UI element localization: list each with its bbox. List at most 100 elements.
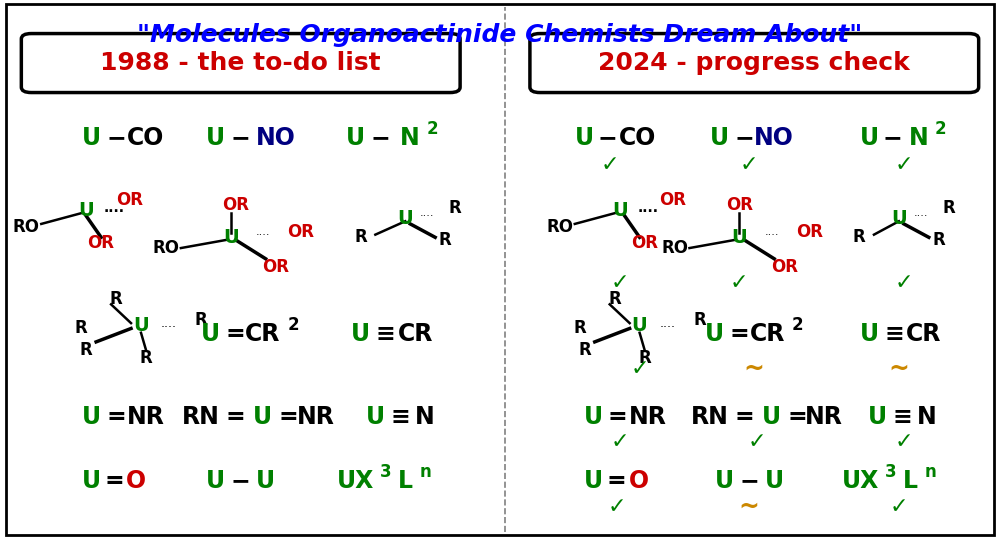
Text: U: U [891,209,907,228]
Text: U: U [351,322,370,346]
Text: N: N [400,126,420,150]
Text: =: = [607,469,627,493]
Text: =: = [734,405,754,429]
Text: U: U [82,405,101,429]
Text: OR: OR [726,196,753,214]
Text: U: U [346,126,365,150]
Text: −: − [106,126,126,150]
Text: O: O [629,469,649,493]
Text: RO: RO [546,218,573,236]
Text: R: R [638,349,651,367]
Text: OR: OR [796,223,823,241]
Text: =: = [106,405,126,429]
Text: NR: NR [297,405,334,429]
Text: UX: UX [842,469,880,493]
Text: "Molecules Organoactinide Chemists Dream About": "Molecules Organoactinide Chemists Dream… [137,23,863,47]
Text: 2: 2 [791,316,803,334]
Text: U: U [133,316,149,335]
Text: UX: UX [337,469,374,493]
Text: =: = [729,322,749,346]
Text: ✓: ✓ [600,155,619,175]
Text: ....: .... [161,316,177,330]
Text: RO: RO [13,218,40,236]
Text: OR: OR [660,191,687,209]
Text: ~: ~ [888,357,909,381]
Text: R: R [75,320,88,337]
Text: R: R [942,199,955,217]
Text: U: U [765,469,784,493]
Text: R: R [932,231,945,249]
Text: U: U [82,126,101,150]
Text: −: − [739,469,759,493]
Text: OR: OR [287,223,314,241]
Text: ≡: ≡ [375,322,395,346]
Text: OR: OR [222,196,249,214]
Text: ✓: ✓ [610,273,629,293]
Text: CR: CR [398,322,433,346]
Text: R: R [194,312,207,329]
Text: OR: OR [631,234,658,252]
Text: ....: .... [764,227,779,237]
Text: −: − [231,469,251,493]
Text: U: U [731,228,747,247]
Text: ✓: ✓ [895,155,913,175]
Text: ✓: ✓ [895,273,913,293]
Text: R: R [354,229,367,246]
Text: OR: OR [88,234,115,252]
Text: −: − [370,126,390,150]
Text: U: U [715,469,734,493]
Text: −: − [734,126,754,150]
Text: n: n [925,464,937,481]
Text: ≡: ≡ [892,405,912,429]
Text: ....: .... [914,208,928,218]
Text: =: = [104,469,124,493]
Text: R: R [853,229,865,246]
Text: ✓: ✓ [610,432,629,452]
Text: ✓: ✓ [895,432,913,452]
Text: U: U [206,126,225,150]
Text: ≡: ≡ [884,322,904,346]
Text: 2: 2 [935,120,947,138]
Text: R: R [693,312,706,329]
FancyBboxPatch shape [21,33,460,93]
Text: U: U [632,316,647,335]
Text: OR: OR [771,258,798,276]
Text: ....: .... [104,201,125,215]
Text: U: U [575,126,594,150]
Text: R: R [439,231,452,249]
Text: ~: ~ [744,357,765,381]
Text: U: U [82,469,101,493]
Text: ✓: ✓ [740,155,759,175]
Text: ....: .... [660,316,676,330]
Text: =: = [279,405,298,429]
Text: R: R [578,341,591,359]
Text: 2: 2 [288,316,299,334]
Text: R: R [110,290,122,308]
Text: U: U [256,469,275,493]
Text: −: − [882,126,902,150]
Text: =: = [787,405,807,429]
Text: R: R [449,199,462,217]
Text: N: N [415,405,435,429]
Text: U: U [859,126,879,150]
Text: R: R [573,320,586,337]
Text: L: L [903,469,918,493]
Text: U: U [397,209,413,228]
Text: ....: .... [420,208,435,218]
Text: L: L [398,469,413,493]
Text: ....: .... [638,201,659,215]
Text: RN: RN [182,405,220,429]
Text: U: U [867,405,887,429]
Text: OR: OR [262,258,289,276]
Text: U: U [584,405,603,429]
Text: CR: CR [245,322,280,346]
Text: N: N [917,405,937,429]
Text: NO: NO [256,126,296,150]
Text: U: U [710,126,729,150]
Text: ≡: ≡ [390,405,410,429]
Text: −: − [598,126,618,150]
Text: CR: CR [906,322,942,346]
Text: =: = [226,322,246,346]
Text: RO: RO [661,239,688,257]
Text: =: = [226,405,246,429]
